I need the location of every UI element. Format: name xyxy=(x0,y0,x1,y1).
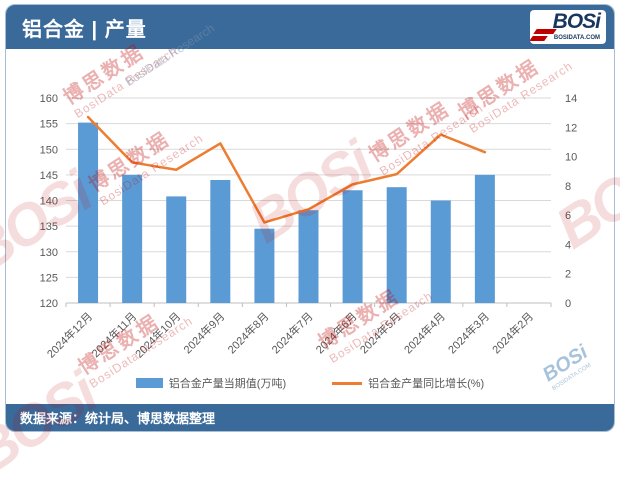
bar xyxy=(430,200,451,303)
x-axis-label: 2024年10月 xyxy=(132,309,183,360)
trend-line xyxy=(86,115,487,224)
header-bar: 铝合金 | 产量 BOSi BOSIDATA.COM xyxy=(6,5,614,49)
bar xyxy=(166,196,187,303)
right-axis-tick-label: 6 xyxy=(565,210,571,222)
logo-caption-text: BOSIDATA.COM xyxy=(553,35,600,41)
x-axis-label: 2024年6月 xyxy=(313,309,360,356)
bosi-logo: BOSi BOSIDATA.COM xyxy=(530,10,606,44)
combo-chart-canvas: 160 155 150 145 140 135 130 125 120 14 12 10 8 6 4 2 0 20… xyxy=(40,93,578,361)
x-axis-label: 2024年3月 xyxy=(445,309,492,356)
data-source-text: 数据来源：统计局、博思数据整理 xyxy=(20,411,216,426)
bar xyxy=(122,174,143,303)
bar xyxy=(78,122,99,303)
x-axis-label: 2024年9月 xyxy=(180,309,227,356)
left-axis-tick-label: 145 xyxy=(40,170,58,182)
x-axis-label: 2024年2月 xyxy=(489,309,536,356)
logo-stripe-icon xyxy=(530,36,548,41)
x-axis-label: 2024年7月 xyxy=(269,309,316,356)
left-axis-tick-label: 120 xyxy=(40,298,58,310)
left-axis-tick-label: 135 xyxy=(40,221,58,233)
right-axis-tick-label: 14 xyxy=(565,93,577,105)
x-axis-label: 2024年5月 xyxy=(357,309,404,356)
right-axis-tick-label: 0 xyxy=(565,298,571,310)
left-axis-tick-label: 150 xyxy=(40,144,58,156)
x-axis-label: 2024年4月 xyxy=(401,309,448,356)
legend-label-line: 铝合金产量同比增长(%) xyxy=(368,378,485,390)
bar xyxy=(386,187,407,303)
left-axis-tick-label: 130 xyxy=(40,247,58,259)
right-axis-tick-label: 12 xyxy=(565,122,577,134)
left-axis-tick-label: 155 xyxy=(40,119,58,131)
bar xyxy=(342,190,363,303)
chart-legend: 铝合金产量当期值(万吨) 铝合金产量同比增长(%) xyxy=(6,375,614,391)
legend-item-line: 铝合金产量同比增长(%) xyxy=(332,375,484,391)
legend-label-bar: 铝合金产量当期值(万吨) xyxy=(168,378,287,390)
bar xyxy=(474,174,495,303)
logo-brand-text: BOSi xyxy=(552,10,601,33)
page-title: 铝合金 | 产量 xyxy=(22,18,147,41)
right-axis-tick-label: 10 xyxy=(565,152,577,164)
left-axis-tick-label: 160 xyxy=(40,93,58,105)
x-axis-label: 2024年8月 xyxy=(224,309,271,356)
right-axis-tick-label: 4 xyxy=(565,239,571,251)
right-axis-tick-label: 2 xyxy=(565,269,571,281)
bar-swatch-icon xyxy=(135,378,163,388)
line-swatch-icon xyxy=(332,381,363,385)
bar xyxy=(210,180,231,303)
report-card: 铝合金 | 产量 BOSi BOSIDATA.COM 160 155 150 145 1… xyxy=(5,4,615,432)
right-axis-tick-label: 8 xyxy=(565,181,571,193)
bar xyxy=(298,210,319,303)
x-axis-label: 2024年12月 xyxy=(44,309,95,360)
left-axis-tick-label: 140 xyxy=(40,196,58,208)
bar xyxy=(254,228,275,303)
left-axis-tick-label: 125 xyxy=(40,272,58,284)
footer-bar: 数据来源：统计局、博思数据整理 xyxy=(6,404,614,431)
chart-area: 160 155 150 145 140 135 130 125 120 14 12 10 8 6 4 2 0 20… xyxy=(6,49,614,404)
x-axis-label: 2024年11月 xyxy=(88,309,139,360)
legend-item-bar: 铝合金产量当期值(万吨) xyxy=(135,375,287,391)
